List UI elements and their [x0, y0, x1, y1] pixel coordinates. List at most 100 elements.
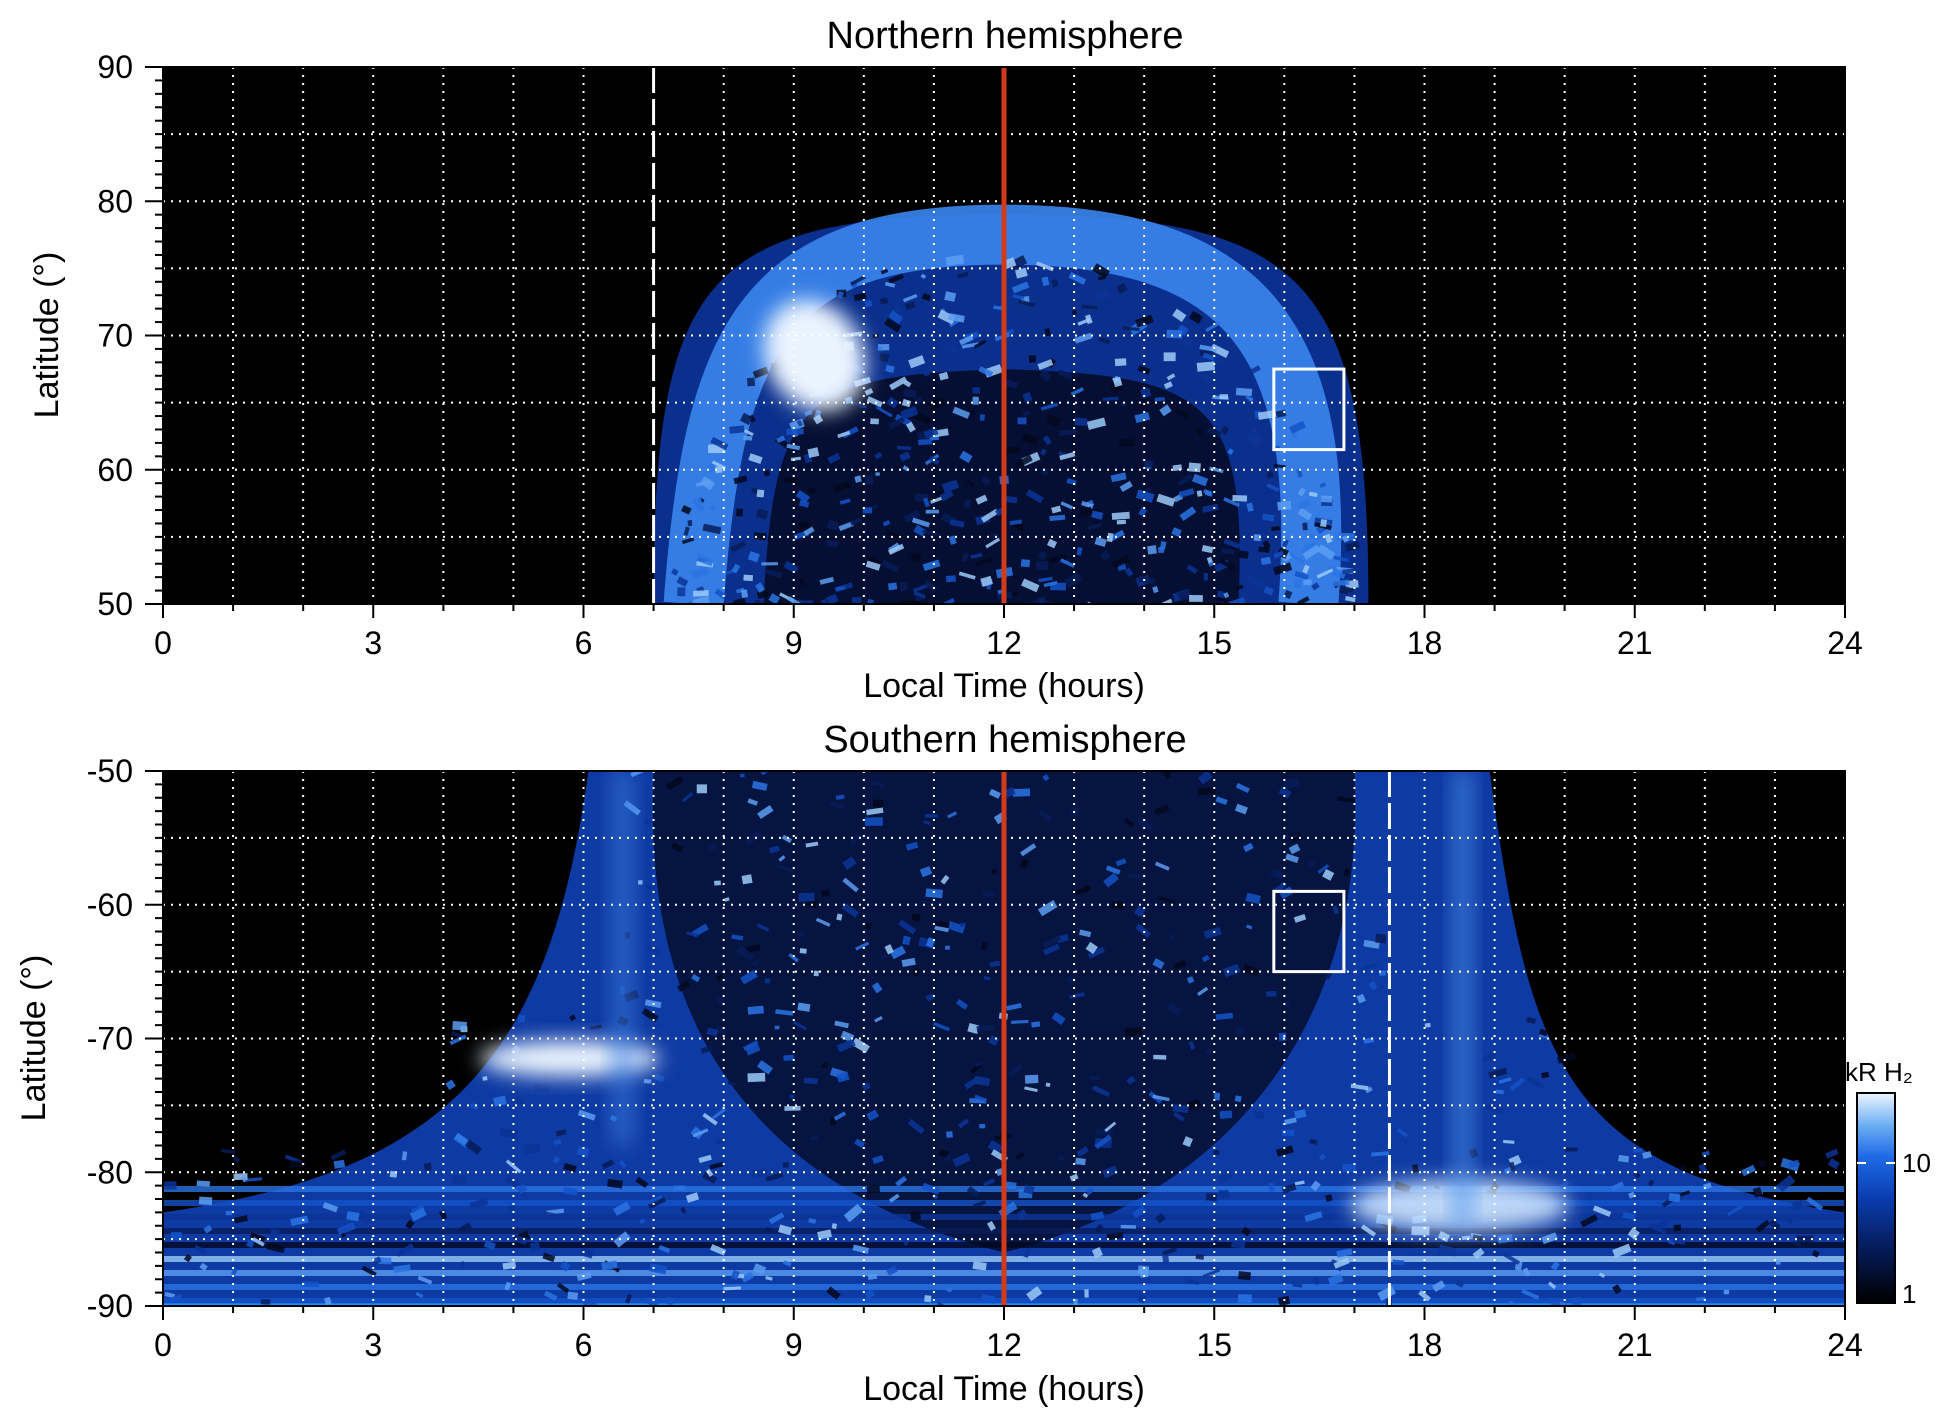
- north-emission-speckle: [1051, 279, 1059, 288]
- south-emission-speckle: [1095, 1128, 1114, 1137]
- north-emission-speckle: [1135, 489, 1155, 503]
- south-emission-speckle: [1020, 843, 1037, 857]
- north-emission-speckle: [676, 576, 689, 587]
- north-emission-speckle: [930, 496, 943, 504]
- south-emission-speckle: [1135, 923, 1152, 938]
- south-emission-speckle: [1042, 774, 1050, 782]
- north-x-tick-label: 12: [986, 625, 1022, 661]
- north-emission-speckle: [1201, 544, 1214, 554]
- north-emission-speckle: [1202, 503, 1219, 513]
- south-emission-speckle: [741, 874, 753, 885]
- north-emission-speckle: [730, 540, 746, 553]
- north-emission-speckle: [1051, 505, 1062, 514]
- north-emission-speckle: [1068, 272, 1087, 285]
- north-emission-speckle: [1262, 513, 1275, 522]
- south-emission-speckle: [1437, 1231, 1451, 1243]
- south-emission-speckle: [1284, 1117, 1297, 1125]
- south-emission-speckle: [826, 1286, 841, 1300]
- north-emission-speckle: [1303, 579, 1312, 586]
- south-emission-speckle: [813, 970, 819, 977]
- south-x-tick-label: 15: [1196, 1327, 1232, 1363]
- north-emission-speckle: [1022, 432, 1039, 445]
- south-emission-speckle: [747, 798, 758, 806]
- south-emission-speckle: [743, 1040, 759, 1051]
- north-emission-speckle: [756, 508, 769, 520]
- north-title: Northern hemisphere: [827, 15, 1184, 57]
- south-emission-speckle: [691, 973, 701, 983]
- north-emission-speckle: [826, 539, 839, 548]
- south-emission-speckle: [1242, 963, 1260, 977]
- south-y-tick-label: -50: [87, 753, 133, 789]
- south-emission-speckle: [1647, 1179, 1655, 1187]
- south-emission-speckle: [836, 913, 843, 921]
- south-emission-speckle: [1214, 1092, 1220, 1101]
- north-emission-speckle: [732, 597, 746, 604]
- south-emission-speckle: [1158, 896, 1176, 905]
- north-emission-speckle: [1345, 541, 1361, 552]
- north-emission-speckle: [1342, 567, 1360, 575]
- south-emission-speckle: [555, 1129, 567, 1137]
- north-emission-speckle: [958, 571, 976, 580]
- south-emission-speckle: [1085, 1186, 1095, 1196]
- south-emission-speckle: [1679, 1190, 1691, 1197]
- south-emission-speckle: [1312, 1276, 1321, 1286]
- north-emission-speckle: [850, 275, 866, 286]
- south-emission-speckle: [934, 920, 950, 929]
- south-emission-speckle: [1628, 1191, 1636, 1199]
- north-emission-speckle: [1014, 454, 1033, 469]
- north-emission-speckle: [990, 533, 999, 538]
- north-emission-speckle: [1297, 499, 1312, 510]
- south-emission-speckle: [834, 1020, 849, 1029]
- north-emission-speckle: [1246, 574, 1266, 590]
- north-emission-speckle: [752, 366, 769, 379]
- south-emission-speckle: [1527, 1076, 1546, 1090]
- north-emission-speckle: [879, 352, 890, 363]
- north-emission-speckle: [1302, 522, 1308, 531]
- south-emission-speckle: [945, 945, 950, 950]
- south-emission-speckle: [183, 1254, 192, 1263]
- north-emission-speckle: [681, 537, 695, 545]
- south-emission-speckle: [1236, 1027, 1245, 1035]
- north-emission-speckle: [1043, 580, 1058, 588]
- south-emission-speckle: [1137, 1293, 1147, 1304]
- north-emission-speckle: [973, 339, 987, 349]
- south-emission-speckle: [740, 969, 758, 985]
- south-emission-speckle: [888, 1193, 900, 1203]
- south-emission-speckle: [1768, 1219, 1781, 1231]
- south-emission-speckle: [809, 1136, 818, 1141]
- south-emission-speckle: [613, 1231, 631, 1248]
- north-emission-speckle: [1223, 538, 1241, 549]
- north-emission-speckle: [1239, 497, 1251, 509]
- north-emission-speckle: [692, 496, 704, 508]
- south-emission-speckle: [1103, 872, 1119, 888]
- south-emission-speckle: [727, 1080, 737, 1086]
- north-emission-speckle: [1092, 263, 1110, 279]
- south-emission-speckle: [776, 863, 795, 874]
- north-emission-speckle: [1011, 281, 1030, 294]
- south-emission-speckle: [775, 1009, 794, 1016]
- south-emission-speckle: [1124, 1026, 1142, 1037]
- north-emission-speckle: [1025, 489, 1044, 504]
- north-emission-speckle: [913, 590, 926, 600]
- south-emission-speckle: [1327, 1273, 1344, 1286]
- south-emission-speckle: [936, 1301, 953, 1306]
- south-dawn-arc: [611, 771, 634, 1146]
- north-emission-speckle: [799, 499, 810, 508]
- north-emission-speckle: [1081, 304, 1098, 310]
- north-emission-speckle: [747, 551, 760, 563]
- north-emission-speckle: [897, 445, 912, 451]
- north-emission-speckle: [1111, 511, 1130, 520]
- south-emission-speckle: [1310, 1180, 1321, 1192]
- south-emission-speckle: [901, 957, 916, 968]
- south-emission-speckle: [1023, 1184, 1035, 1195]
- south-emission-speckle: [1432, 1280, 1446, 1292]
- south-emission-speckle: [1788, 1159, 1800, 1169]
- south-emission-speckle: [1424, 1022, 1431, 1028]
- south-emission-speckle: [1136, 816, 1154, 832]
- south-emission-speckle: [1610, 1181, 1625, 1192]
- north-emission-speckle: [1039, 369, 1052, 382]
- south-emission-speckle: [1792, 1241, 1802, 1247]
- south-emission-speckle: [1185, 1278, 1200, 1285]
- south-emission-speckle: [1281, 1183, 1297, 1194]
- south-emission-speckle: [821, 889, 830, 897]
